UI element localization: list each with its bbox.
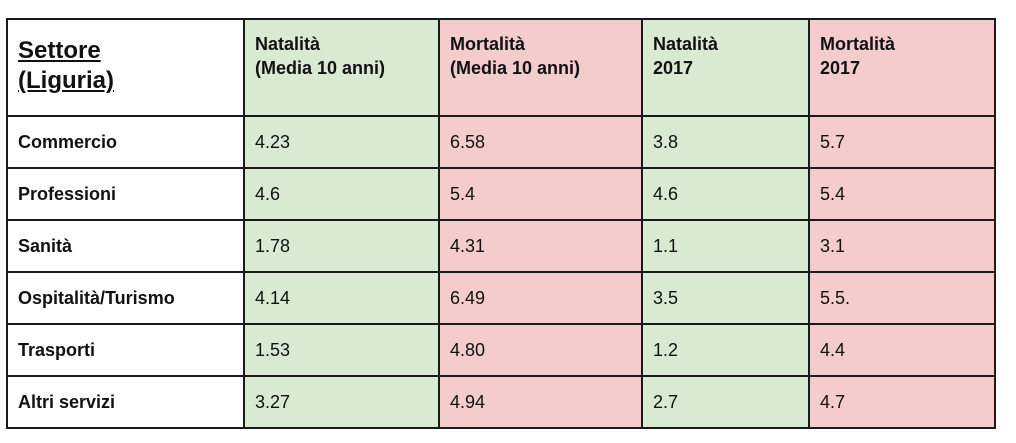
- cell-natalita-2017: 3.8: [641, 115, 810, 169]
- header-mortalita-2017: Mortalità 2017: [808, 18, 996, 117]
- table-row: Trasporti 1.53 4.80 1.2 4.4: [6, 323, 996, 377]
- cell-natalita-media: 4.6: [243, 167, 440, 221]
- cell-mortalita-media: 6.49: [438, 271, 643, 325]
- cell-natalita-media: 4.14: [243, 271, 440, 325]
- header-row: Settore (Liguria) Natalità (Media 10 ann…: [6, 18, 996, 117]
- cell-natalita-2017: 1.1: [641, 219, 810, 273]
- row-sector: Sanità: [6, 219, 245, 273]
- row-sector: Trasporti: [6, 323, 245, 377]
- row-sector: Ospitalità/Turismo: [6, 271, 245, 325]
- cell-mortalita-2017: 4.4: [808, 323, 996, 377]
- cell-mortalita-2017: 5.5.: [808, 271, 996, 325]
- row-sector: Commercio: [6, 115, 245, 169]
- row-sector: Professioni: [6, 167, 245, 221]
- cell-natalita-2017: 4.6: [641, 167, 810, 221]
- row-sector: Altri servizi: [6, 375, 245, 429]
- header-mortalita-media: Mortalità (Media 10 anni): [438, 18, 643, 117]
- cell-natalita-2017: 1.2: [641, 323, 810, 377]
- cell-natalita-media: 1.78: [243, 219, 440, 273]
- header-sector: Settore (Liguria): [6, 18, 245, 117]
- header-natalita-media: Natalità (Media 10 anni): [243, 18, 440, 117]
- cell-mortalita-2017: 3.1: [808, 219, 996, 273]
- cell-natalita-media: 4.23: [243, 115, 440, 169]
- cell-mortalita-2017: 4.7: [808, 375, 996, 429]
- cell-mortalita-media: 6.58: [438, 115, 643, 169]
- data-table: Settore (Liguria) Natalità (Media 10 ann…: [6, 18, 996, 429]
- table-row: Altri servizi 3.27 4.94 2.7 4.7: [6, 375, 996, 429]
- cell-mortalita-media: 4.31: [438, 219, 643, 273]
- table-row: Ospitalità/Turismo 4.14 6.49 3.5 5.5.: [6, 271, 996, 325]
- cell-mortalita-media: 4.94: [438, 375, 643, 429]
- cell-mortalita-media: 5.4: [438, 167, 643, 221]
- cell-mortalita-media: 4.80: [438, 323, 643, 377]
- cell-natalita-media: 3.27: [243, 375, 440, 429]
- table-row: Professioni 4.6 5.4 4.6 5.4: [6, 167, 996, 221]
- cell-mortalita-2017: 5.7: [808, 115, 996, 169]
- table-row: Sanità 1.78 4.31 1.1 3.1: [6, 219, 996, 273]
- cell-mortalita-2017: 5.4: [808, 167, 996, 221]
- header-natalita-2017: Natalità 2017: [641, 18, 810, 117]
- cell-natalita-media: 1.53: [243, 323, 440, 377]
- cell-natalita-2017: 2.7: [641, 375, 810, 429]
- cell-natalita-2017: 3.5: [641, 271, 810, 325]
- table-row: Commercio 4.23 6.58 3.8 5.7: [6, 115, 996, 169]
